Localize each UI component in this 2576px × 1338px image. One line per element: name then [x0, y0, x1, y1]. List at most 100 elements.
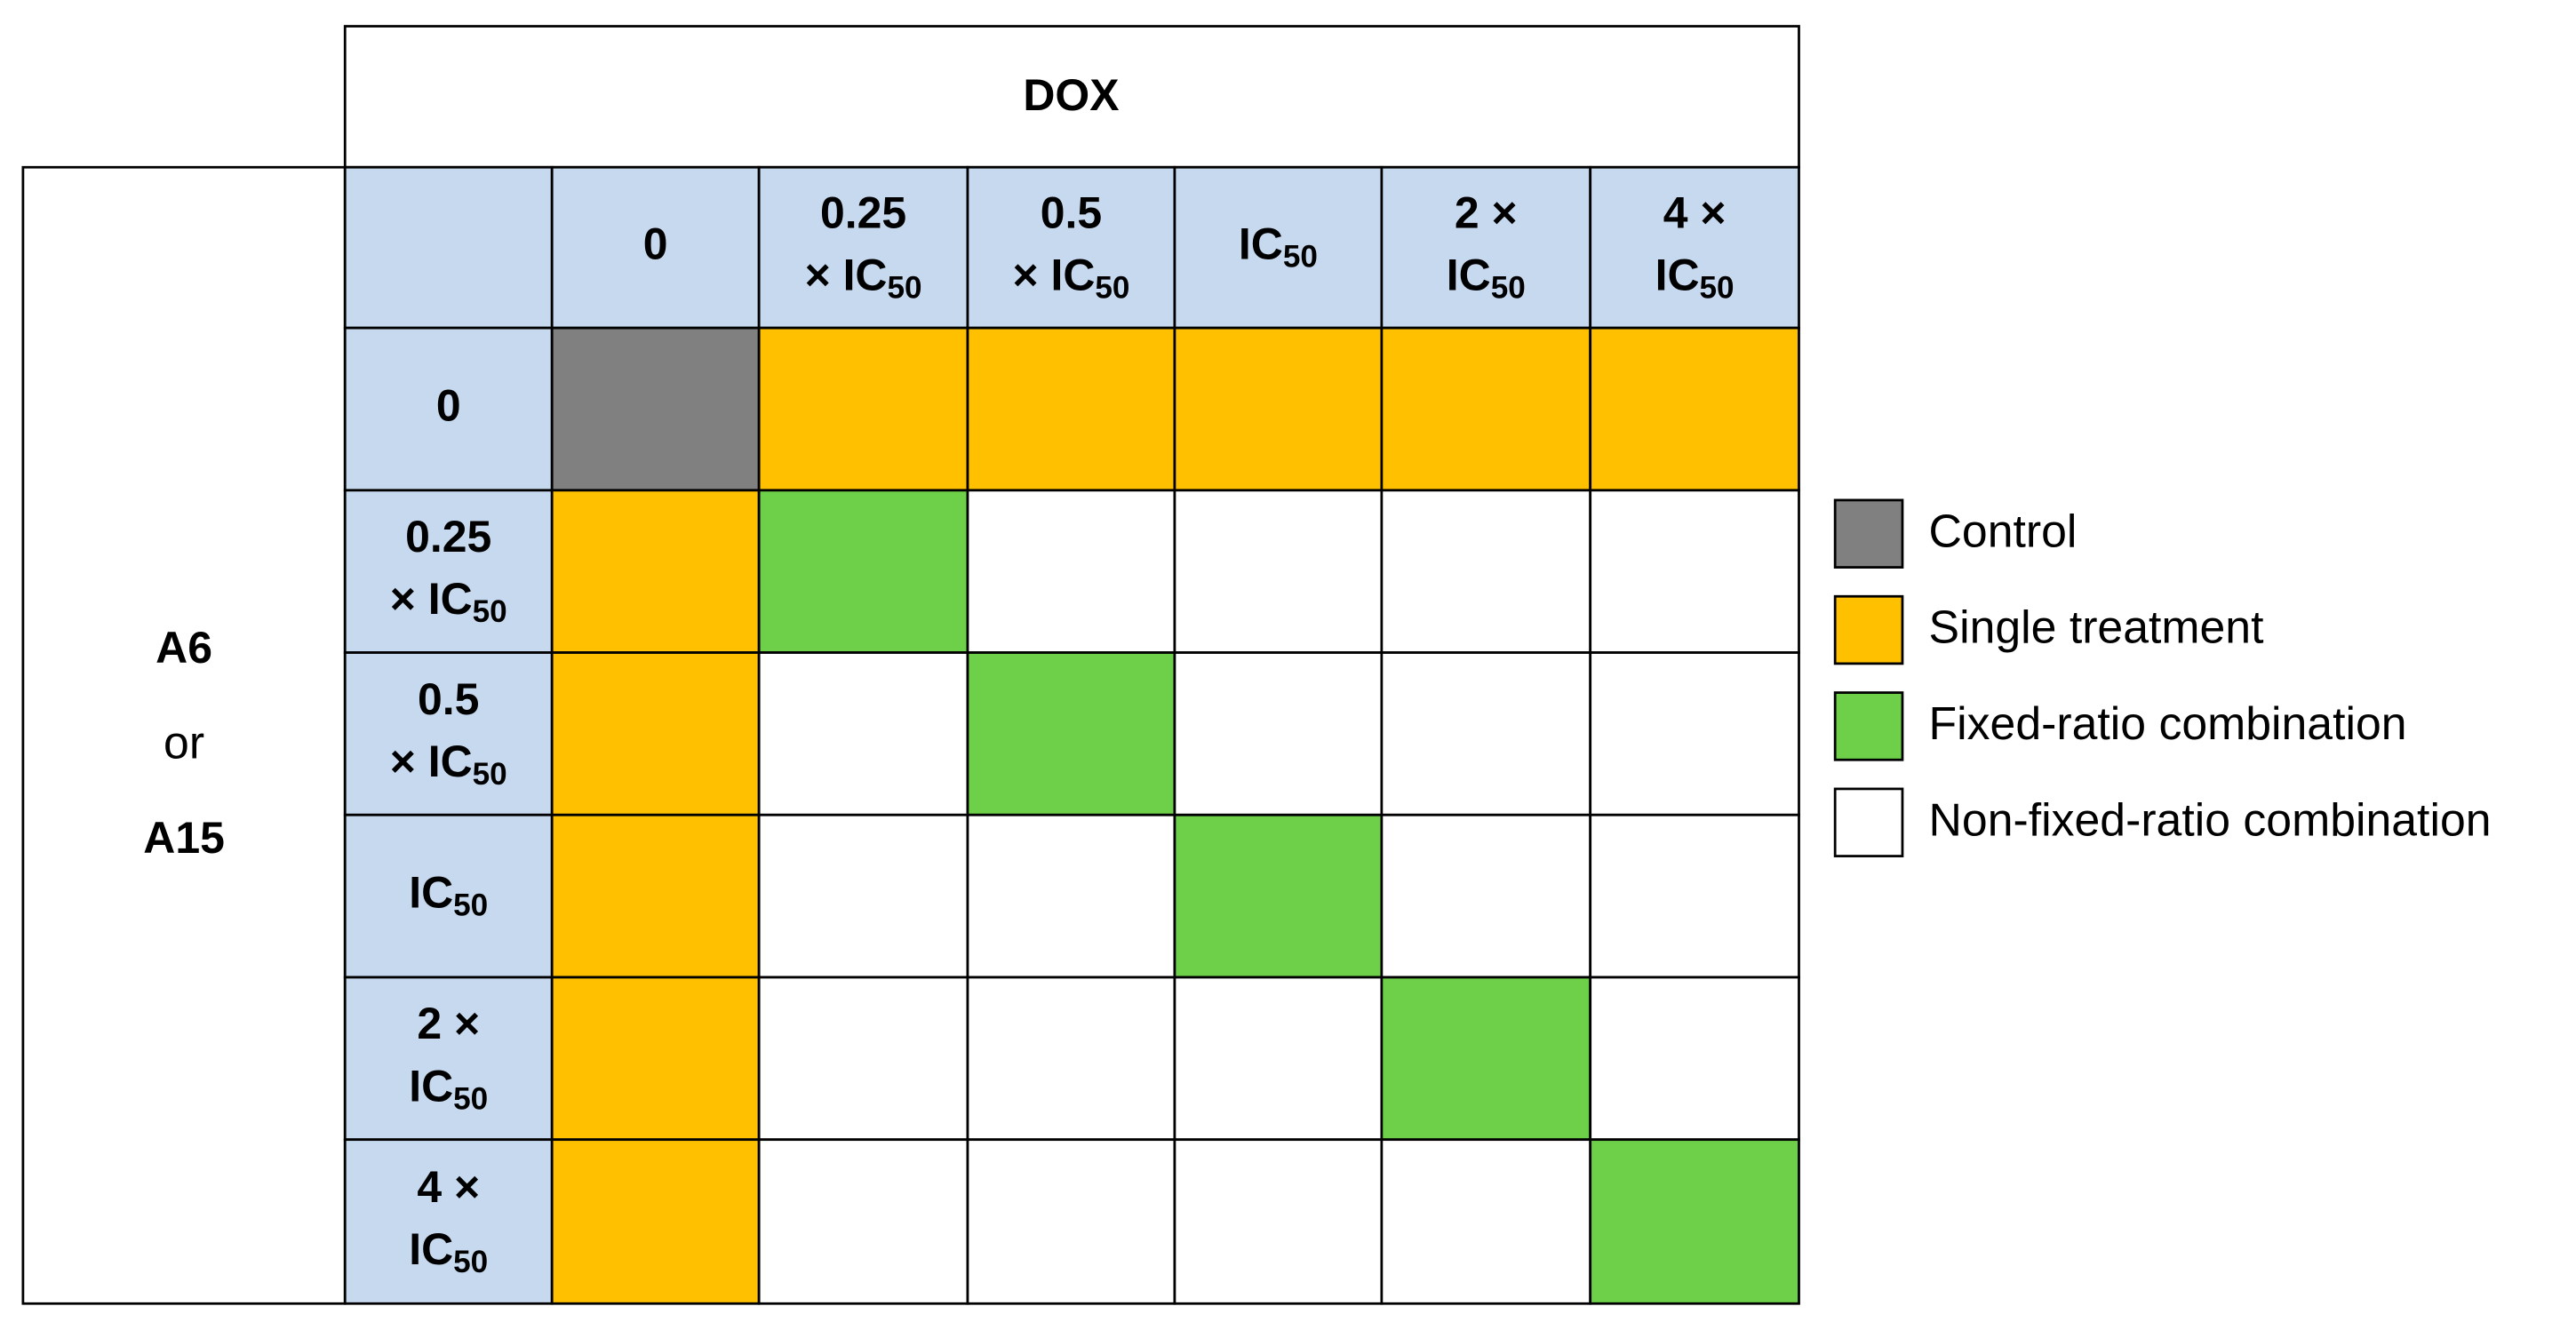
header-title: DOX [1023, 70, 1119, 120]
header-label: 2 × [417, 999, 480, 1048]
header-label: IC50 [409, 868, 488, 923]
column-header-cell [966, 165, 1176, 330]
cell [966, 813, 1176, 979]
label-text: 0.5 [1041, 188, 1102, 238]
cell [1380, 813, 1592, 979]
label-text: 0.25 [405, 512, 491, 561]
cell [1380, 651, 1592, 816]
cell [966, 326, 1176, 492]
side-label: A6 [156, 623, 212, 673]
label-subscript: 50 [888, 271, 922, 306]
label-text: 4 × [417, 1162, 480, 1212]
header-label: 0 [436, 381, 461, 431]
cell [757, 813, 969, 979]
row-header-cell [343, 326, 554, 492]
header-label: IC50 [409, 1062, 488, 1117]
column-header-cell [1173, 165, 1384, 330]
label-text: 0.5 [418, 674, 479, 724]
header-label: × IC50 [805, 251, 922, 306]
row-header-cell [343, 489, 554, 654]
column-header-cell [757, 165, 969, 330]
label-subscript: 50 [473, 594, 507, 629]
label-text: IC [1655, 251, 1700, 300]
cell [1589, 813, 1800, 979]
label-subscript: 50 [453, 888, 488, 923]
legend: Control Single treatment Fixed-ratio combi… [1833, 498, 2492, 857]
cell [550, 326, 761, 492]
label-text: × IC [805, 251, 888, 300]
legend-swatch [1833, 787, 1904, 857]
label-text: 4 × [1663, 188, 1727, 238]
legend-label: Control [1929, 505, 2078, 556]
corner-cell [343, 165, 554, 330]
header-label: 4 × [417, 1162, 480, 1212]
header-label: 4 × [1663, 188, 1727, 238]
cell [550, 1138, 761, 1305]
label-text: 2 × [1455, 188, 1518, 238]
label-text: IC [409, 1062, 453, 1111]
cell [1589, 326, 1800, 492]
label-text: IC [409, 868, 453, 918]
label-subscript: 50 [1700, 271, 1735, 306]
legend-label: Single treatment [1929, 601, 2264, 653]
header-box [343, 25, 1800, 169]
header-label: 0.25 [820, 188, 906, 238]
cell [1589, 1138, 1800, 1305]
column-header-cell [1589, 165, 1800, 330]
cell [1589, 976, 1800, 1142]
header-label: 0.5 [1041, 188, 1102, 238]
legend-label: Fixed-ratio combination [1929, 697, 2407, 749]
header-label: IC50 [1447, 251, 1526, 306]
cell [757, 976, 969, 1142]
cell [757, 1138, 969, 1305]
cell [550, 489, 761, 654]
cell [1173, 1138, 1384, 1305]
header-label: IC50 [409, 1224, 488, 1279]
label-subscript: 50 [1095, 271, 1129, 306]
label-text: × IC [1012, 251, 1095, 300]
header-label: IC50 [1655, 251, 1735, 306]
header-label: × IC50 [390, 737, 507, 792]
label-subscript: 50 [473, 757, 507, 792]
label-text: × IC [390, 737, 473, 786]
label-text: × IC [390, 574, 473, 624]
cell [550, 976, 761, 1142]
cell [1173, 326, 1384, 492]
legend-swatch [1833, 498, 1904, 569]
cell [1173, 489, 1384, 654]
cell [1380, 489, 1592, 654]
cell [1173, 813, 1384, 979]
cell [966, 489, 1176, 654]
cell [757, 651, 969, 816]
cell [550, 813, 761, 979]
header-label: 2 × [1455, 188, 1518, 238]
cell [1173, 976, 1384, 1142]
label-subscript: 50 [1491, 271, 1526, 306]
label-subscript: 50 [453, 1082, 488, 1117]
cell [1173, 651, 1384, 816]
cell [1380, 326, 1592, 492]
header-label: × IC50 [1012, 251, 1129, 306]
label-text: IC [409, 1224, 453, 1274]
cell [966, 1138, 1176, 1305]
label-subscript: 50 [1283, 240, 1318, 275]
row-header-cell [343, 976, 554, 1142]
cell [757, 326, 969, 492]
cell [966, 651, 1176, 816]
header-label: 0 [643, 219, 668, 269]
label-subscript: 50 [453, 1245, 488, 1279]
label-text: 2 × [417, 999, 480, 1048]
row-header-cell [343, 651, 554, 816]
legend-label: Non-fixed-ratio combination [1929, 793, 2492, 845]
label-text: 0.25 [820, 188, 906, 238]
side-label: or [163, 716, 204, 768]
cell [1380, 1138, 1592, 1305]
header-label: × IC50 [390, 574, 507, 629]
cell [1589, 651, 1800, 816]
legend-swatch [1833, 594, 1904, 665]
cell [757, 489, 969, 654]
side-label: A15 [143, 813, 225, 863]
